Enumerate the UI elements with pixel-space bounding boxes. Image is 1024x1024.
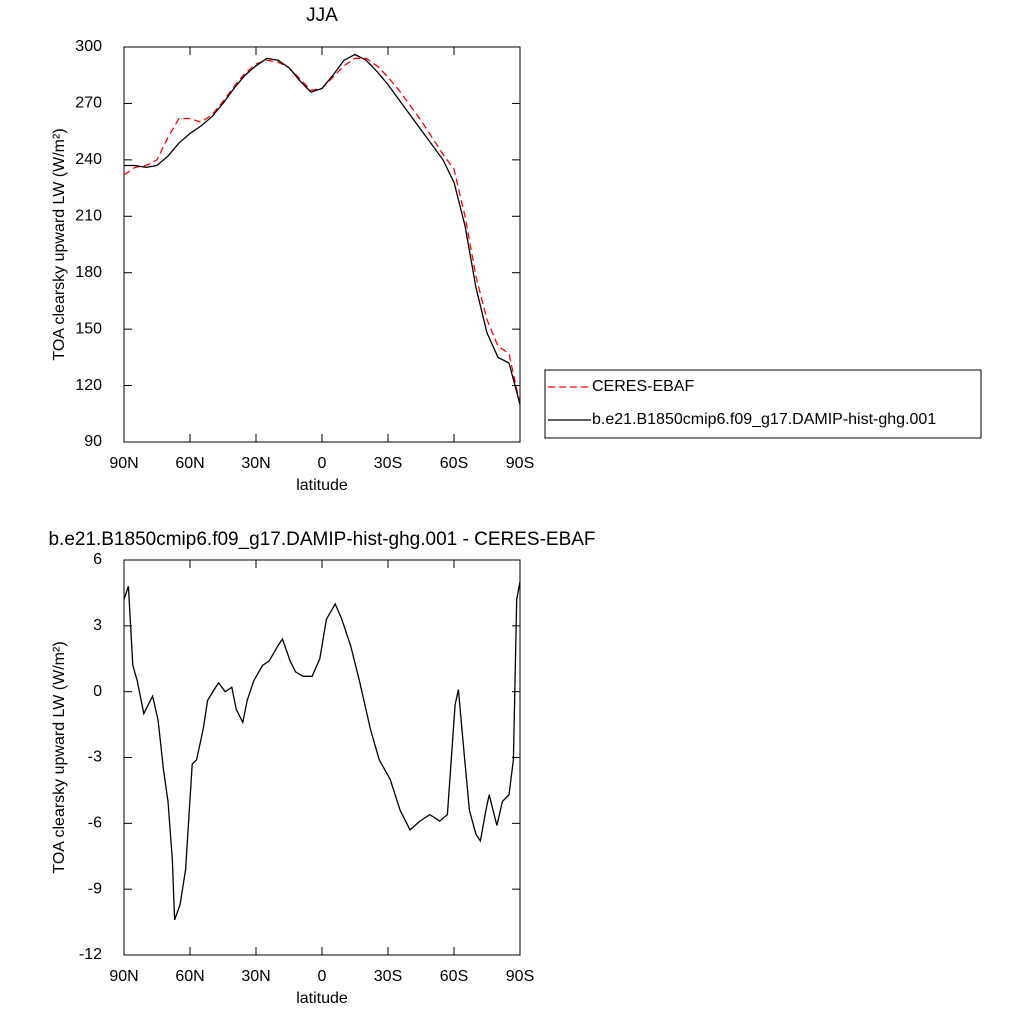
y-axis-label: TOA clearsky upward LW (W/m²) <box>51 128 68 360</box>
y-tick-label: -9 <box>88 880 102 897</box>
legend-label: CERES-EBAF <box>592 378 694 395</box>
x-tick-label: 30N <box>241 455 270 472</box>
x-tick-label: 90N <box>109 455 138 472</box>
x-tick-label: 30S <box>374 455 402 472</box>
plot-frame <box>123 559 521 956</box>
y-tick-label: 90 <box>84 433 102 450</box>
x-tick-label: 0 <box>318 968 327 985</box>
x-axis-label: latitude <box>296 990 348 1007</box>
x-tick-label: 90S <box>506 455 534 472</box>
x-tick-label: 0 <box>318 455 327 472</box>
y-tick-label: 6 <box>93 551 102 568</box>
y-tick-label: 0 <box>93 683 102 700</box>
legend: CERES-EBAF b.e21.B1850cmip6.f09_g17.DAMIP… <box>544 369 982 439</box>
y-axis-label: TOA clearsky upward LW (W/m²) <box>51 641 68 873</box>
y-tick-label: 240 <box>75 151 102 168</box>
chart-title: b.e21.B1850cmip6.f09_g17.DAMIP-hist-ghg.… <box>48 529 595 550</box>
data-line <box>123 581 521 921</box>
y-tick-label: 300 <box>75 38 102 55</box>
x-tick-label: 60N <box>175 455 204 472</box>
x-tick-label: 90N <box>109 968 138 985</box>
plot-frame <box>123 46 521 443</box>
y-tick-label: 180 <box>75 264 102 281</box>
x-tick-label: 30S <box>374 968 402 985</box>
data-line <box>124 53 521 405</box>
y-tick-label: 270 <box>75 95 102 112</box>
y-tick-label: -6 <box>88 815 102 832</box>
data-line <box>123 57 521 405</box>
y-tick-label: 120 <box>75 377 102 394</box>
chart-title: JJA <box>306 5 338 26</box>
x-axis-label: latitude <box>296 477 348 494</box>
x-tick-label: 60S <box>440 968 468 985</box>
y-tick-label: 3 <box>93 617 102 634</box>
x-tick-label: 60N <box>175 968 204 985</box>
x-tick-label: 90S <box>506 968 534 985</box>
y-tick-label: 210 <box>75 208 102 225</box>
y-tick-label: -12 <box>79 946 102 963</box>
y-tick-label: -3 <box>88 749 102 766</box>
legend-label: b.e21.B1850cmip6.f09_g17.DAMIP-hist-ghg.… <box>592 411 936 428</box>
x-tick-label: 60S <box>440 455 468 472</box>
x-tick-label: 30N <box>241 968 270 985</box>
y-tick-label: 150 <box>75 320 102 337</box>
legend-box <box>544 369 982 439</box>
